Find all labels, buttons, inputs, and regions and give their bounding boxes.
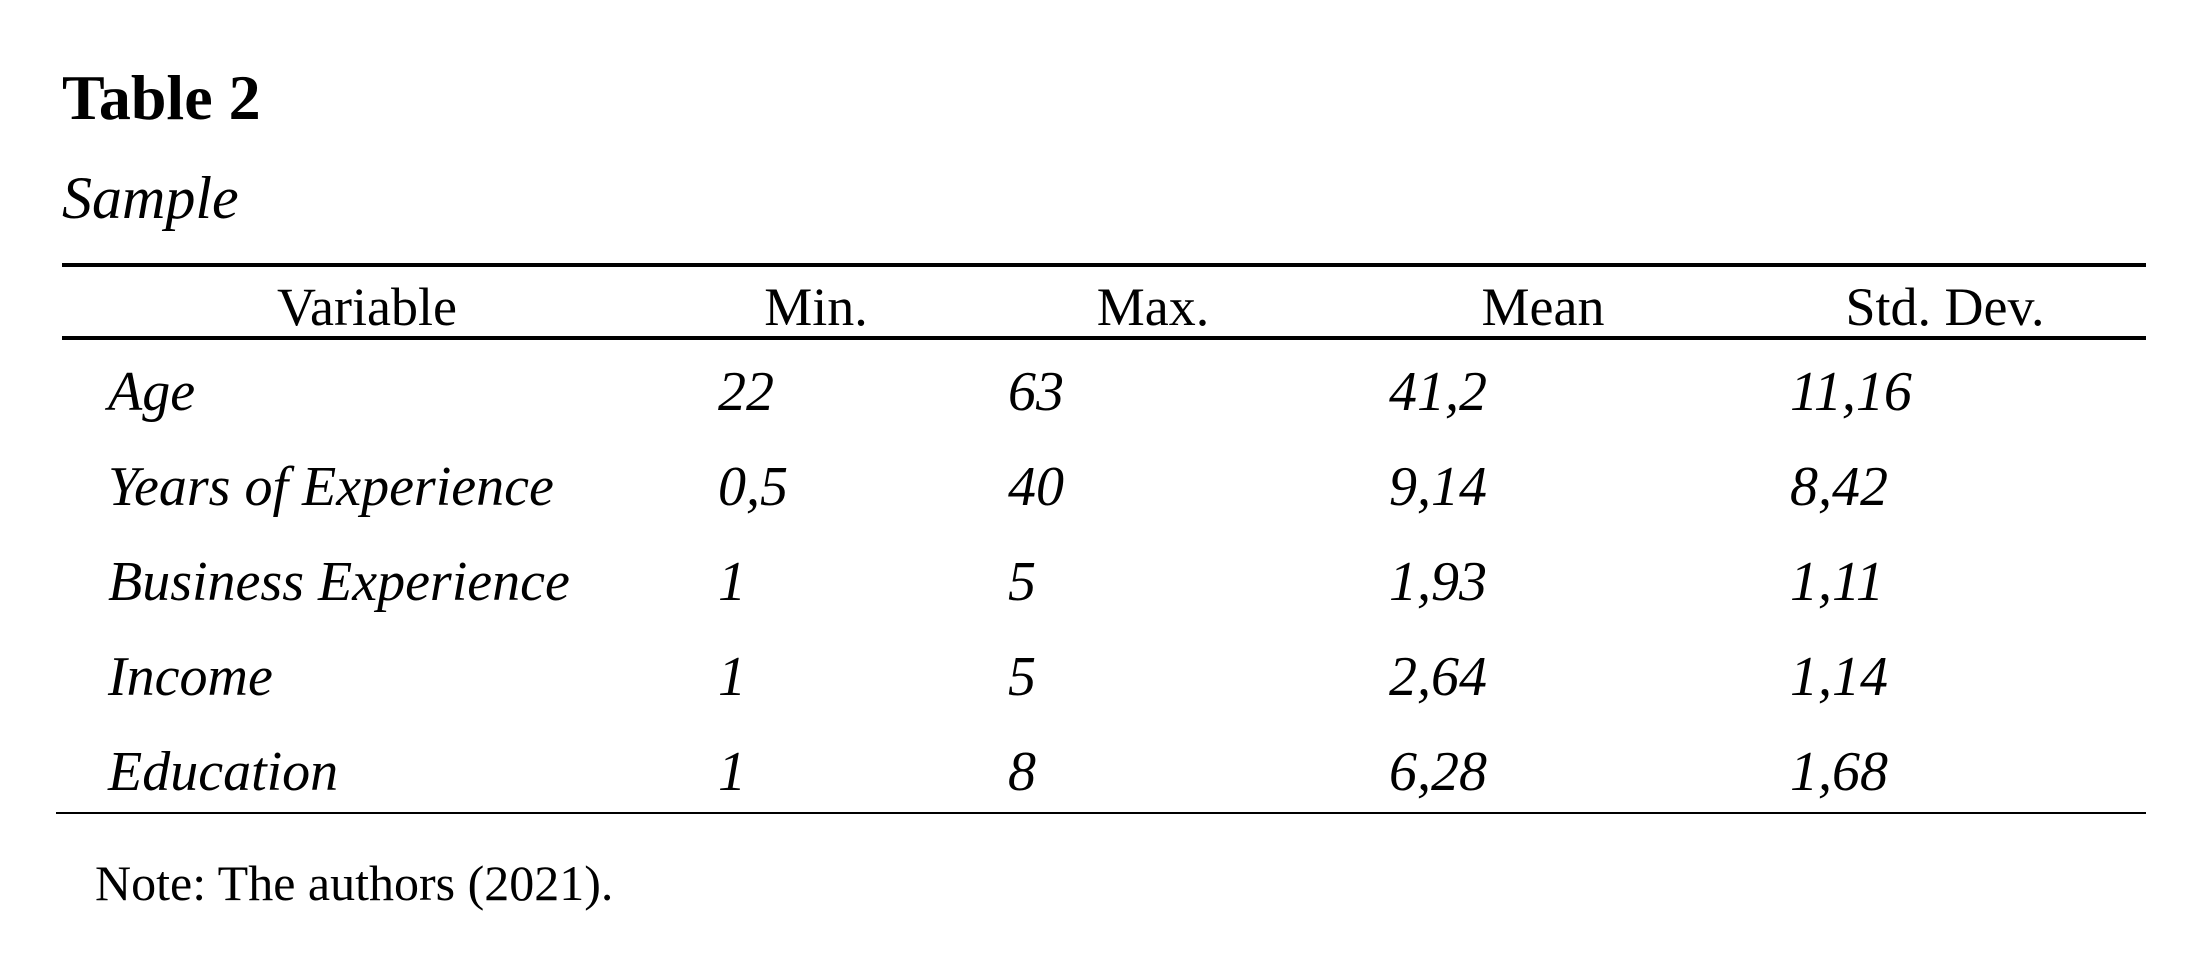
table-note: Note: The authors (2021).	[95, 855, 614, 911]
cell-min: 1	[718, 551, 746, 613]
cell-max: 5	[1008, 551, 1036, 613]
cell-max: 63	[1008, 361, 1064, 423]
cell-min: 22	[718, 361, 774, 423]
header-rule	[62, 336, 2146, 340]
table-subtitle: Sample	[62, 165, 239, 231]
cell-min: 1	[718, 646, 746, 708]
cell-std-dev: 11,16	[1790, 361, 1912, 423]
cell-mean: 9,14	[1389, 456, 1487, 518]
table-title: Table 2	[62, 62, 261, 133]
cell-mean: 2,64	[1389, 646, 1487, 708]
cell-std-dev: 8,42	[1790, 456, 1888, 518]
cell-mean: 6,28	[1389, 741, 1487, 803]
cell-min: 0,5	[718, 456, 788, 518]
header-max: Max.	[1096, 277, 1210, 337]
header-std-dev: Std. Dev.	[1845, 277, 2045, 337]
top-rule	[62, 263, 2146, 267]
header-mean: Mean	[1481, 277, 1605, 337]
header-variable: Variable	[277, 277, 457, 337]
cell-mean: 1,93	[1389, 551, 1487, 613]
bottom-rule	[56, 812, 2146, 814]
header-min: Min.	[764, 277, 868, 337]
cell-max: 8	[1008, 741, 1036, 803]
cell-variable: Business Experience	[108, 551, 570, 613]
cell-max: 5	[1008, 646, 1036, 708]
cell-variable: Income	[108, 646, 273, 708]
cell-variable: Age	[108, 361, 196, 423]
cell-std-dev: 1,68	[1790, 741, 1888, 803]
cell-std-dev: 1,11	[1790, 551, 1884, 613]
cell-variable: Years of Experience	[108, 456, 554, 518]
cell-min: 1	[718, 741, 746, 803]
cell-std-dev: 1,14	[1790, 646, 1888, 708]
cell-max: 40	[1008, 456, 1064, 518]
cell-variable: Education	[108, 741, 339, 803]
cell-mean: 41,2	[1389, 361, 1487, 423]
